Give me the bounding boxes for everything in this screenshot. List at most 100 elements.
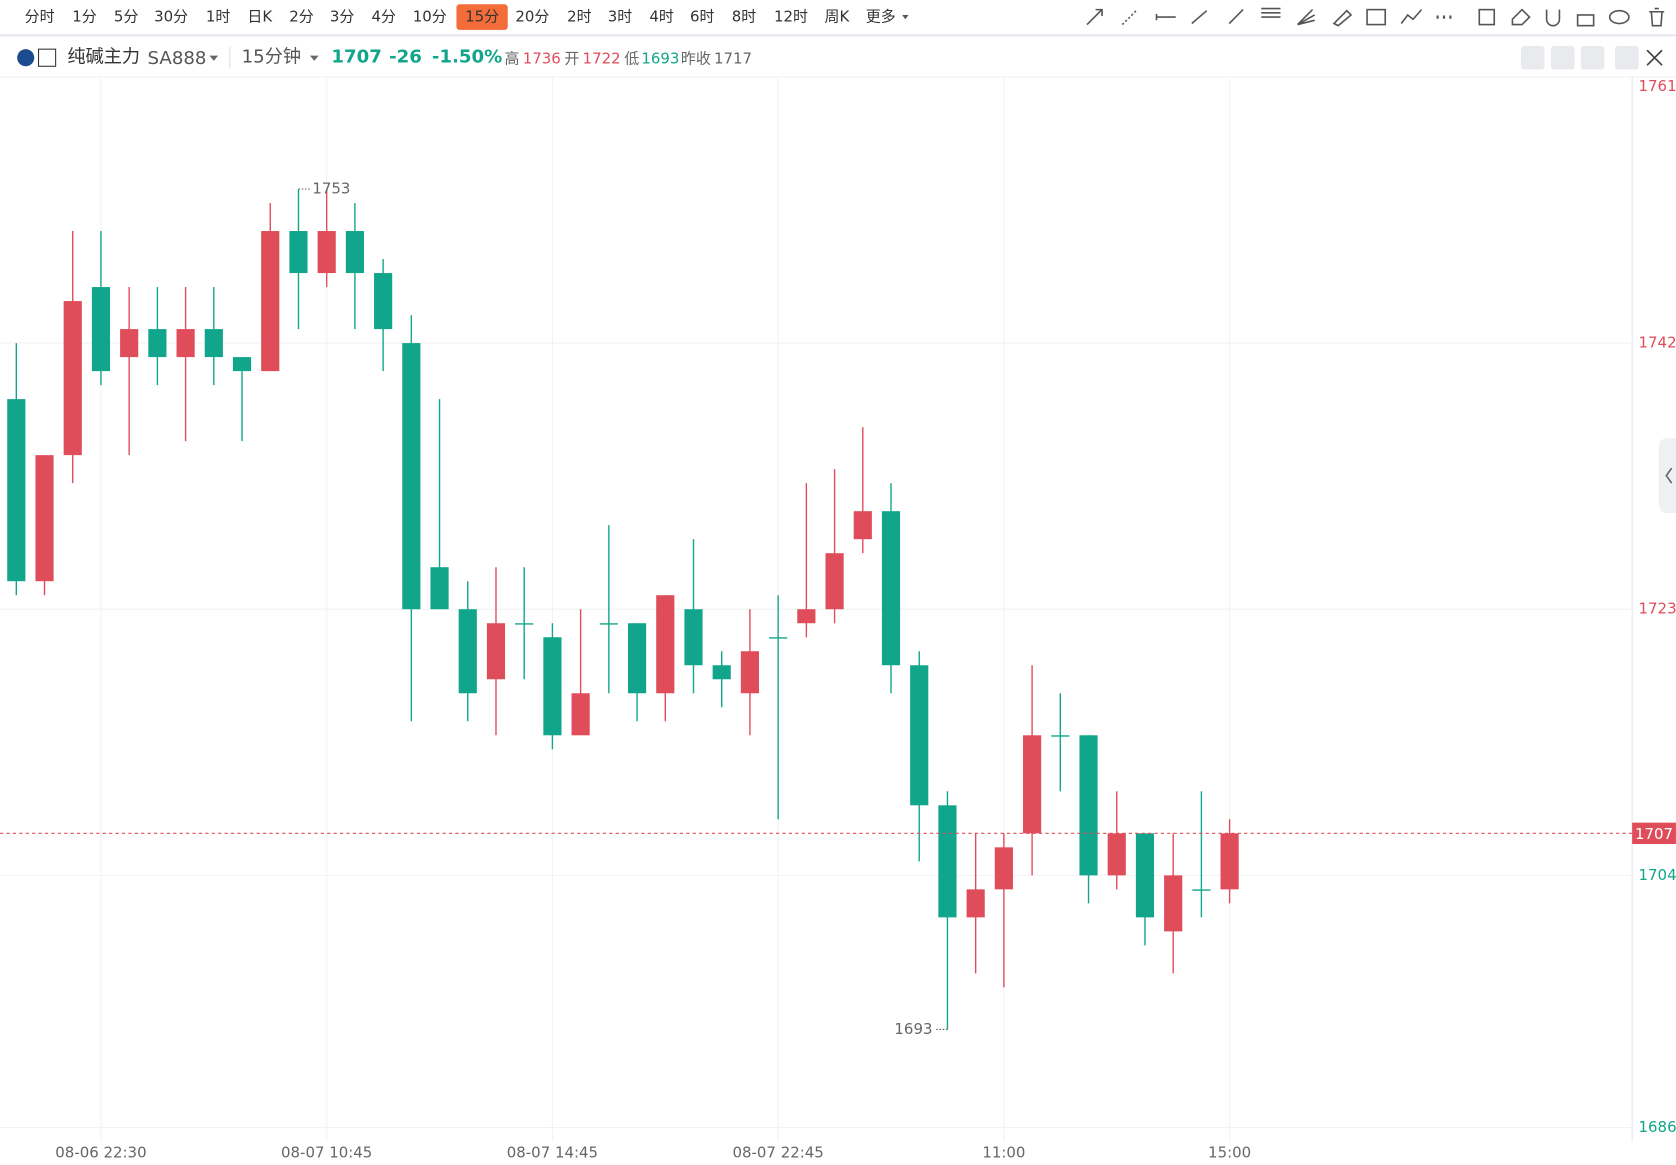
- period-button[interactable]: 30分: [154, 8, 188, 26]
- period-button[interactable]: 分时: [25, 8, 55, 26]
- stats: 高 1736 开 1722 低 1693 昨收 1717: [505, 49, 753, 67]
- candle-body: [966, 889, 985, 918]
- instrument-code[interactable]: SA888: [148, 48, 207, 69]
- instrument-name[interactable]: 纯碱主力: [67, 47, 140, 68]
- candle-body: [740, 651, 760, 694]
- period-button[interactable]: 12时: [774, 8, 808, 26]
- tool-eraser[interactable]: [1511, 8, 1531, 26]
- tool-magnet[interactable]: [1545, 9, 1561, 27]
- last-price-tag: [1632, 822, 1676, 845]
- tool-arrow[interactable]: [1086, 8, 1103, 26]
- period-button[interactable]: 3时: [608, 8, 633, 26]
- stat-label: 开: [564, 49, 579, 67]
- plot: [7, 189, 1239, 1030]
- candle-body: [176, 329, 195, 358]
- x-tick-label: 11:00: [982, 1144, 1025, 1162]
- period-button[interactable]: 10分: [413, 8, 447, 26]
- button[interactable]: [1520, 45, 1545, 70]
- x-tick-label: 08-07 14:45: [507, 1144, 598, 1162]
- candle-body: [120, 329, 139, 358]
- period-button[interactable]: 15分: [465, 8, 499, 26]
- candle-body: [317, 231, 336, 274]
- candle-body: [35, 455, 54, 582]
- period-button[interactable]: 1分: [72, 8, 97, 26]
- tool-pen[interactable]: [1228, 9, 1244, 25]
- more-arrow: [902, 14, 909, 20]
- period-button[interactable]: 2时: [567, 8, 592, 26]
- button[interactable]: [1550, 45, 1575, 70]
- tool-line[interactable]: [1155, 13, 1176, 21]
- tool-wave[interactable]: [1400, 9, 1423, 24]
- tool-fib[interactable]: [1261, 7, 1281, 18]
- period-button[interactable]: 8时: [732, 8, 757, 26]
- candle-body: [430, 567, 449, 610]
- period-button[interactable]: 1时: [206, 8, 231, 26]
- x-tick-label: 08-07 10:45: [281, 1144, 372, 1162]
- tool-fan[interactable]: [1297, 9, 1316, 26]
- candle-body: [881, 511, 901, 666]
- logo: [17, 49, 35, 67]
- candle-body: [374, 273, 393, 330]
- x-tick-label: 08-07 22:45: [732, 1144, 823, 1162]
- candle-body: [1192, 889, 1211, 891]
- close-button[interactable]: [1646, 49, 1663, 66]
- y-tick-label: 1761: [1639, 77, 1676, 95]
- side-tab[interactable]: [1658, 438, 1676, 514]
- candle-body: [515, 623, 534, 625]
- candle-body: [1023, 735, 1042, 834]
- change: -26: [389, 47, 422, 68]
- period-button[interactable]: 周K: [825, 8, 851, 26]
- button[interactable]: [1580, 45, 1605, 70]
- period-button[interactable]: 2分: [289, 8, 314, 26]
- side-tab-arrow[interactable]: [1665, 467, 1673, 484]
- dropdown-arrow[interactable]: [209, 55, 219, 61]
- y-tick-label: 1686: [1639, 1118, 1676, 1136]
- candle-body: [825, 553, 844, 610]
- tool-edit[interactable]: [1478, 8, 1496, 26]
- candle-body: [402, 343, 421, 610]
- candle-body: [1220, 833, 1239, 890]
- last-price-label: 1707: [1635, 825, 1673, 843]
- candle-body: [712, 665, 731, 680]
- candle-body: [1107, 833, 1126, 876]
- period-button[interactable]: 20分: [515, 8, 549, 26]
- candle-body: [910, 665, 929, 806]
- candle-body: [345, 231, 364, 274]
- stat-value: 1693: [641, 49, 679, 67]
- candle-body: [543, 637, 562, 736]
- candle-body: [7, 399, 26, 582]
- tool-brush[interactable]: [1332, 9, 1353, 27]
- y-tick-label: 1704: [1639, 866, 1676, 884]
- tool-lock[interactable]: [1576, 14, 1595, 27]
- candle-body: [656, 595, 675, 694]
- tool-ray[interactable]: [1121, 9, 1138, 26]
- candle-body: [486, 623, 506, 680]
- stat-value: 1717: [714, 49, 752, 67]
- period[interactable]: 15分钟: [242, 47, 301, 68]
- grid: [0, 76, 1633, 1142]
- period-button[interactable]: 日K: [247, 8, 273, 26]
- button[interactable]: [1615, 45, 1639, 70]
- header-buttons: [1520, 45, 1663, 70]
- period-button[interactable]: 4时: [649, 8, 674, 26]
- period-button[interactable]: 更多: [866, 8, 896, 26]
- period-button[interactable]: 6时: [690, 8, 715, 26]
- dropdown-arrow[interactable]: [310, 55, 319, 61]
- candle-body: [1079, 735, 1098, 876]
- candle-body: [1051, 735, 1070, 737]
- tool-delete[interactable]: [1649, 7, 1665, 27]
- candle-body: [91, 287, 111, 372]
- period-button[interactable]: 5分: [114, 8, 139, 26]
- stat-value: 1722: [583, 49, 621, 67]
- candle-body: [853, 511, 872, 540]
- tool-image[interactable]: [1366, 8, 1387, 26]
- candle-body: [458, 609, 477, 694]
- last-price: 1707: [331, 47, 382, 68]
- drawing-tools[interactable]: [1086, 7, 1665, 27]
- period-button[interactable]: 3分: [330, 8, 355, 26]
- period-button[interactable]: 4分: [372, 8, 397, 26]
- candle-body: [684, 609, 703, 666]
- tool-eye[interactable]: [1608, 9, 1630, 25]
- tool-segment[interactable]: [1191, 10, 1208, 25]
